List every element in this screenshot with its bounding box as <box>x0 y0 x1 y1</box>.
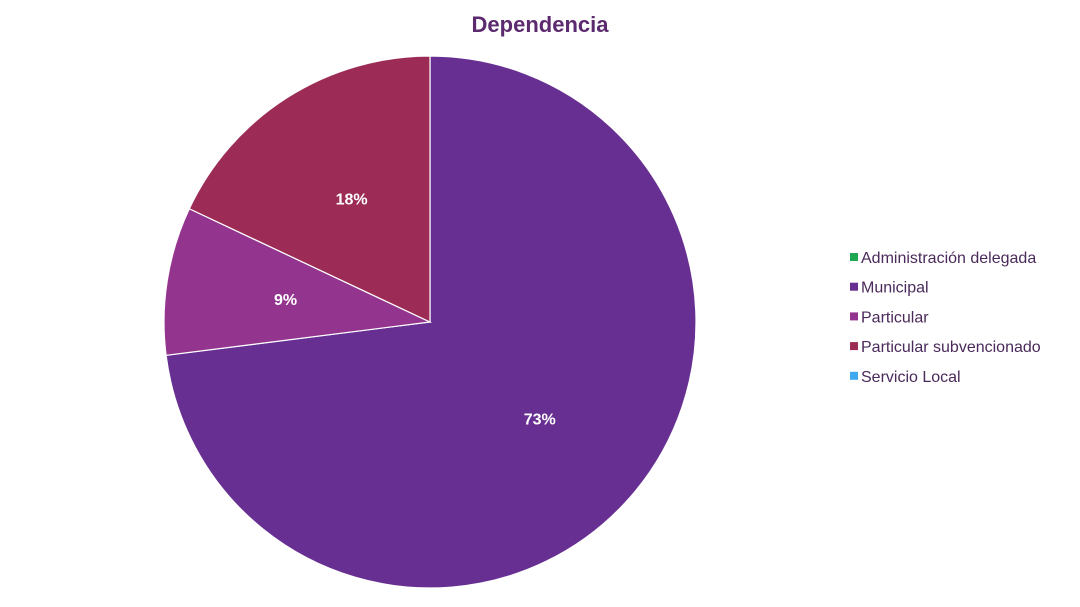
data-label-municipal: 73% <box>524 412 556 429</box>
legend: Administración delegada Municipal Particul… <box>850 250 1041 386</box>
legend-swatch <box>850 253 858 261</box>
legend-label: Municipal <box>861 280 929 297</box>
legend-label: Administración delegada <box>861 250 1036 267</box>
legend-swatch <box>850 282 858 291</box>
data-label-particular: 9% <box>274 292 297 309</box>
legend-swatch <box>850 342 858 351</box>
legend-label: Servicio Local <box>861 369 961 386</box>
pie-slice-particular-subvencionado <box>188 55 431 323</box>
legend-item-municipal: Municipal <box>850 280 929 297</box>
legend-item-particular: Particular <box>850 309 929 326</box>
pie-slice-particular <box>163 207 433 357</box>
chart-title: Dependencia <box>472 12 610 37</box>
legend-swatch <box>850 371 858 380</box>
legend-label: Particular <box>861 309 929 326</box>
legend-item-servicio-local: Servicio Local <box>850 369 961 386</box>
legend-item-particular-subvencionado: Particular subvencionado <box>850 339 1041 356</box>
legend-item-administracion-delegada: Administración delegada <box>850 250 1036 267</box>
pie-slices <box>163 55 697 589</box>
legend-swatch <box>850 312 858 321</box>
data-label-particular-subvencionado: 18% <box>336 191 368 208</box>
legend-label: Particular subvencionado <box>861 339 1041 356</box>
pie-data-labels: 73% 9% 18% <box>274 191 556 428</box>
